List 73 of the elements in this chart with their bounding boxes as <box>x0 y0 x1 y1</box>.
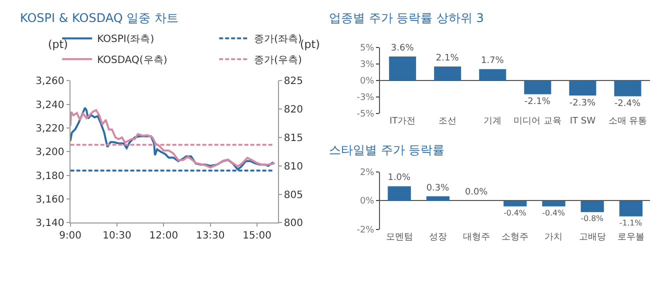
legend-label: 종가(좌측) <box>254 34 302 46</box>
data-label: -0.8% <box>580 214 604 224</box>
data-label: -0.4% <box>542 208 565 218</box>
bar <box>580 200 604 212</box>
y-axis-title: (pt) <box>48 38 68 51</box>
data-label: -1.1% <box>619 218 642 228</box>
y-tick-label: 3% <box>360 60 375 70</box>
x-tick-label: 기계 <box>484 116 502 126</box>
data-label: 0.3% <box>426 183 450 194</box>
x-tick-label: 소형주 <box>502 232 529 242</box>
x-tick-label: 10:30 <box>102 230 132 242</box>
y-tick-label: 3,160 <box>36 194 64 206</box>
y2-tick-label: 820 <box>284 104 303 116</box>
data-label: 1.0% <box>388 173 410 184</box>
y-tick-label: 3,180 <box>36 170 64 182</box>
legend-label: KOSPI(좌측) <box>97 34 154 46</box>
x-tick-label: 미디어 교육 <box>514 116 562 126</box>
chart-title: 업종별 주가 등락률 상하위 3 <box>329 11 484 25</box>
chart-title: 스타일별 주가 등락률 <box>329 143 445 157</box>
bar <box>388 186 411 201</box>
bar <box>426 196 450 201</box>
data-label: -2.3% <box>569 98 596 109</box>
bar <box>504 200 527 206</box>
y2-tick-label: 825 <box>284 76 303 88</box>
y-tick-label: -3% <box>356 93 375 104</box>
bar <box>524 80 552 94</box>
bar <box>479 69 506 80</box>
bar <box>614 80 642 96</box>
legend-label: KOSDAQ(우측) <box>97 55 168 66</box>
y-tick-label: 3,220 <box>36 123 64 134</box>
y-tick-label: 5% <box>360 43 375 54</box>
x-tick-label: 고배당 <box>578 232 606 242</box>
x-tick-label: 15:00 <box>242 230 272 242</box>
bar <box>542 200 566 206</box>
x-tick-label: 가치 <box>544 232 563 242</box>
x-tick-label: 모멘텀 <box>386 232 413 242</box>
x-tick-label: 13:30 <box>196 230 225 242</box>
data-label: -2.1% <box>524 97 551 108</box>
legend-label: 종가(우측) <box>254 55 302 66</box>
bar <box>389 56 416 80</box>
x-tick-label: 조선 <box>438 116 457 126</box>
x-tick-label: IT SW <box>570 116 596 126</box>
chart-title: KOSPI & KOSDAQ 일중 차트 <box>20 11 178 25</box>
y-tick-label: -2% <box>356 226 375 236</box>
y2-tick-label: 810 <box>284 161 303 172</box>
y2-tick-label: 815 <box>284 132 303 144</box>
y-tick-label: 0% <box>360 76 375 86</box>
x-tick-label: IT가전 <box>389 116 416 126</box>
data-label: 3.6% <box>390 44 414 54</box>
data-label: -0.4% <box>504 208 526 218</box>
y-tick-label: 3,140 <box>36 218 64 230</box>
y2-tick-label: 800 <box>284 218 303 230</box>
bar <box>569 80 596 96</box>
y-tick-label: 3,240 <box>36 100 64 111</box>
x-tick-label: 소매 유통 <box>608 116 648 126</box>
data-label: 2.1% <box>436 53 460 64</box>
data-label: 1.7% <box>480 56 504 66</box>
y2-axis-title: (pt) <box>300 38 320 51</box>
data-label: -2.4% <box>614 99 641 110</box>
x-tick-label: 성장 <box>428 232 447 242</box>
x-tick-label: 9:00 <box>59 230 82 242</box>
x-tick-label: 12:00 <box>149 230 178 242</box>
x-tick-label: 로우볼 <box>617 232 644 242</box>
data-label: 0.0% <box>464 188 488 198</box>
y2-tick-label: 805 <box>284 190 303 201</box>
y-tick-label: 0% <box>360 196 375 207</box>
y-tick-label: 2% <box>360 168 375 178</box>
y-tick-label: 3,200 <box>36 147 64 158</box>
x-tick-label: 대형주 <box>463 232 490 242</box>
y-tick-label: 3,260 <box>36 76 64 88</box>
bar <box>619 200 643 216</box>
bar <box>434 66 462 80</box>
y-tick-label: -5% <box>356 110 375 120</box>
